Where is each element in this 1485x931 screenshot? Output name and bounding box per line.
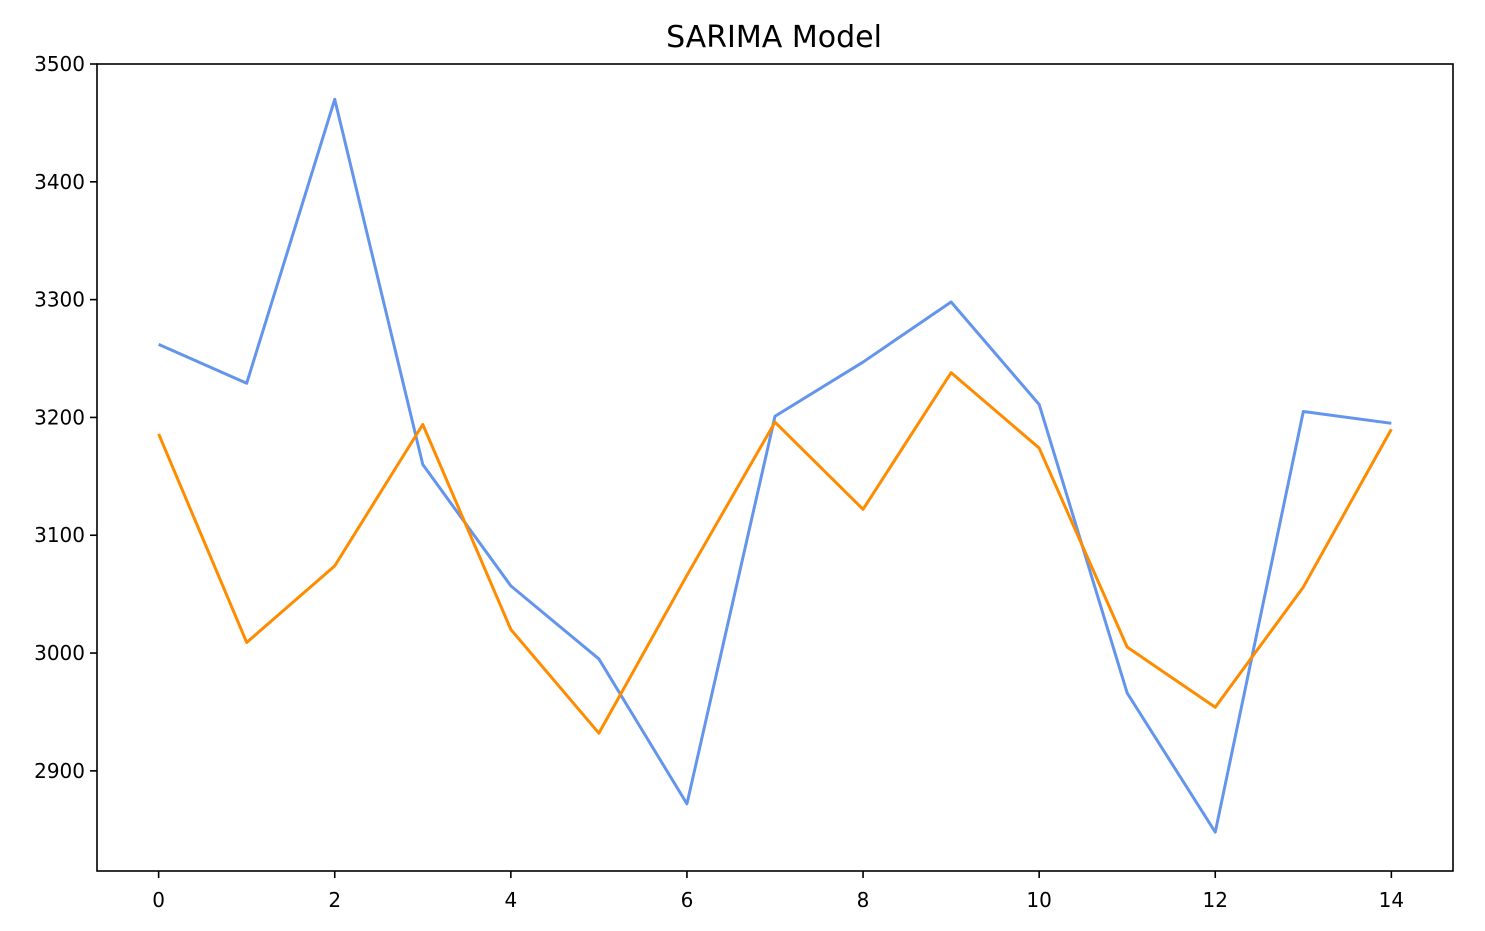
y-tick-label-3400: 3400: [34, 170, 85, 194]
x-tick-label-2: 2: [328, 888, 341, 912]
y-tick-label-3500: 3500: [34, 52, 85, 76]
y-tick-label-3100: 3100: [34, 523, 85, 547]
chart-title: SARIMA Model: [666, 20, 882, 55]
y-tick-label-3300: 3300: [34, 288, 85, 312]
y-tick-label-3000: 3000: [34, 641, 85, 665]
x-tick-label-4: 4: [504, 888, 517, 912]
y-tick-label-3200: 3200: [34, 405, 85, 429]
x-tick-label-14: 14: [1379, 888, 1404, 912]
x-tick-label-8: 8: [857, 888, 870, 912]
plot-area: 0 2 4 6 8 10 12 14 2900 3000 3100 3200 3300 3400 3500: [34, 52, 1454, 912]
x-tick-label-6: 6: [681, 888, 694, 912]
axes-frame: [96, 63, 1454, 872]
x-tick-label-10: 10: [1026, 888, 1051, 912]
series-line-1: [158, 97, 1392, 834]
x-tick-label-0: 0: [152, 888, 165, 912]
x-tick-label-12: 12: [1203, 888, 1228, 912]
series-line-2: [157, 371, 1393, 735]
y-tick-label-2900: 2900: [34, 759, 85, 783]
